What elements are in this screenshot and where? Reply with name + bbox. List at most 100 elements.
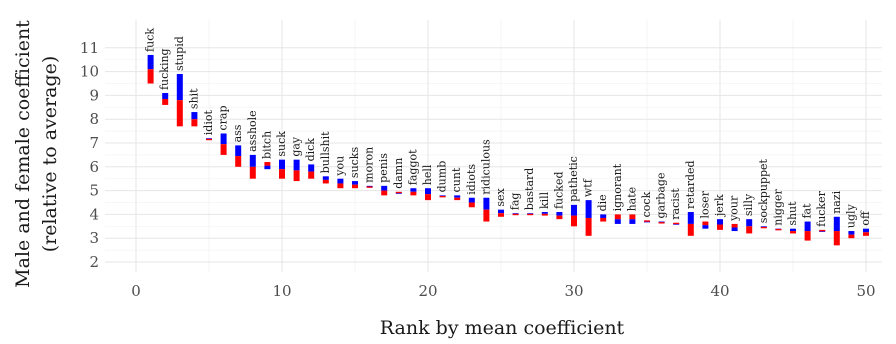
word-mark: dick xyxy=(304,138,317,179)
male-bar xyxy=(848,231,855,235)
word-mark: retarded xyxy=(684,160,697,236)
word-mark: kill xyxy=(538,191,551,216)
word-mark: stupid xyxy=(173,36,186,127)
female-bar xyxy=(614,214,621,220)
word-mark: ridiculous xyxy=(479,139,492,222)
word-label: cunt xyxy=(450,167,463,192)
female-bar xyxy=(235,156,242,167)
female-bar xyxy=(760,226,767,229)
male-bar xyxy=(600,214,607,218)
male-bar xyxy=(264,165,271,170)
y-tick-label: 2 xyxy=(89,253,99,271)
female-bar xyxy=(585,217,592,236)
word-label: faggot xyxy=(406,149,419,185)
word-label: penis xyxy=(377,153,390,183)
word-label: retarded xyxy=(684,160,697,209)
male-bar xyxy=(731,227,738,232)
word-mark: pathetic xyxy=(567,156,580,227)
word-label: ignorant xyxy=(611,163,624,211)
word-label: stupid xyxy=(173,36,186,71)
word-mark: die xyxy=(596,194,609,222)
word-label: silly xyxy=(742,193,755,216)
male-bar xyxy=(717,219,723,225)
word-mark: moron xyxy=(363,147,376,188)
y-axis-ticks: 2 3 4 5 6 7 8 9 10 11 xyxy=(80,39,99,271)
word-mark: damn xyxy=(392,158,405,194)
x-tick-label: 0 xyxy=(131,282,141,300)
y-tick-label: 11 xyxy=(80,39,99,57)
word-mark: fucking xyxy=(158,48,171,105)
y-tick-label: 8 xyxy=(89,110,99,128)
word-label: bullshit xyxy=(319,131,332,173)
male-bar xyxy=(498,209,504,214)
word-label: ugly xyxy=(844,203,857,228)
word-label: your xyxy=(728,195,741,222)
word-mark: fucker xyxy=(815,190,828,232)
female-bar xyxy=(293,170,300,182)
word-mark: garbage xyxy=(655,173,668,224)
female-bar xyxy=(206,138,212,141)
word-mark: sockpuppet xyxy=(757,158,770,229)
female-bar xyxy=(863,232,869,236)
male-bar xyxy=(176,73,183,101)
word-label: fucking xyxy=(158,48,171,90)
female-bar xyxy=(308,171,315,179)
female-bar xyxy=(381,190,388,196)
male-bar xyxy=(425,188,431,195)
female-bar xyxy=(454,197,461,201)
female-bar xyxy=(790,231,796,234)
word-label: gay xyxy=(290,136,303,157)
female-bar xyxy=(702,221,709,226)
female-bar xyxy=(425,194,431,201)
word-mark: your xyxy=(728,195,741,232)
y-tick-label: 10 xyxy=(80,63,99,81)
word-mark: you xyxy=(333,156,346,189)
word-label: garbage xyxy=(655,173,668,219)
male-bar xyxy=(833,216,840,232)
word-mark: fat xyxy=(801,203,814,241)
x-axis-title: Rank by mean coefficient xyxy=(380,317,625,339)
word-mark: fucked xyxy=(552,171,565,220)
word-label: shut xyxy=(786,201,799,226)
female-bar xyxy=(819,229,826,232)
y-tick-label: 6 xyxy=(89,158,99,176)
word-label: nazi xyxy=(830,190,843,213)
male-bar xyxy=(381,185,388,191)
word-label: hell xyxy=(421,164,434,185)
word-mark: ugly xyxy=(844,203,857,239)
female-bar xyxy=(746,226,753,234)
female-bar xyxy=(352,184,358,189)
word-label: shit xyxy=(187,88,200,109)
male-bar xyxy=(863,228,869,233)
y-axis-title: Male and female coefficient (relative to… xyxy=(12,20,61,288)
male-bar xyxy=(147,54,154,70)
female-bar xyxy=(410,191,417,196)
female-bar xyxy=(644,220,650,222)
word-label: hate xyxy=(625,187,638,212)
word-label: sucks xyxy=(348,147,361,179)
female-bar xyxy=(264,162,271,166)
word-label: sex xyxy=(494,187,507,206)
word-mark: gay xyxy=(290,136,303,182)
male-bar xyxy=(746,219,753,227)
female-bar xyxy=(191,119,198,127)
y-tick-label: 4 xyxy=(89,205,99,223)
male-bar xyxy=(337,178,344,184)
word-label: ass xyxy=(231,124,244,142)
word-mark: shut xyxy=(786,201,799,234)
female-bar xyxy=(833,231,840,246)
female-bar xyxy=(600,217,607,222)
male-bar xyxy=(571,204,577,216)
female-bar xyxy=(629,214,636,220)
word-label: sockpuppet xyxy=(757,158,770,223)
word-mark: hate xyxy=(625,187,638,224)
word-label: loser xyxy=(698,190,711,218)
y-tick-label: 5 xyxy=(89,182,99,200)
word-mark: shit xyxy=(187,88,200,127)
y-tick-label: 9 xyxy=(89,86,99,104)
word-mark: racist xyxy=(669,188,682,225)
male-bar xyxy=(585,200,592,218)
male-bar xyxy=(308,164,315,172)
male-bar xyxy=(804,221,811,232)
